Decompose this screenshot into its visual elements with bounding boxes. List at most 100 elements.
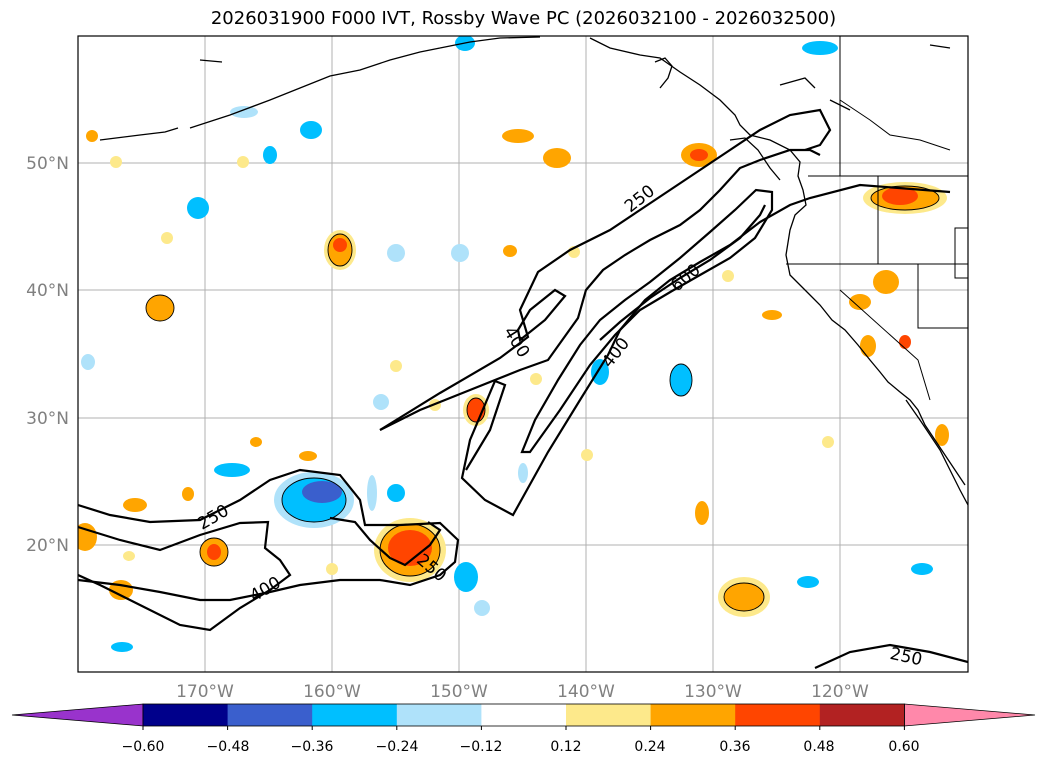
colorbar-bin bbox=[143, 704, 229, 726]
contour-line bbox=[520, 188, 774, 454]
positive-anomaly-region bbox=[530, 373, 542, 385]
negative-anomaly-region bbox=[367, 475, 377, 511]
positive-anomaly-region bbox=[123, 498, 147, 512]
positive-anomaly-region bbox=[109, 580, 133, 600]
colorbar-bin bbox=[312, 704, 398, 726]
positive-anomaly-region bbox=[78, 523, 97, 551]
contour-line bbox=[379, 148, 821, 431]
positive-anomaly-region bbox=[161, 232, 173, 244]
positive-anomaly-region bbox=[123, 551, 135, 561]
positive-anomaly-region bbox=[182, 487, 194, 501]
positive-anomaly-region bbox=[502, 129, 534, 143]
positive-anomaly-region bbox=[146, 295, 174, 321]
negative-anomaly-region bbox=[387, 484, 405, 502]
colorbar-tick-label: 0.12 bbox=[550, 739, 581, 755]
negative-anomaly-region bbox=[214, 463, 250, 477]
positive-anomaly-region bbox=[724, 583, 764, 611]
colorbar-bin bbox=[481, 704, 567, 726]
positive-anomaly-region bbox=[722, 270, 734, 282]
positive-anomaly-region bbox=[207, 544, 221, 560]
positive-anomaly-region bbox=[581, 449, 593, 461]
negative-anomaly-region bbox=[591, 359, 609, 385]
latitude-labels: 50°N 40°N 30°N 20°N bbox=[26, 154, 69, 556]
contour-line bbox=[78, 468, 460, 602]
colorbar-tick-label: 0.48 bbox=[803, 739, 834, 755]
positive-anomaly-region bbox=[388, 530, 432, 566]
positive-anomaly-region bbox=[326, 563, 338, 575]
lat-label: 50°N bbox=[26, 154, 69, 174]
colorbar-bin bbox=[227, 704, 313, 726]
map-title: 2026031900 F000 IVT, Rossby Wave PC (202… bbox=[210, 8, 837, 29]
negative-anomaly-region bbox=[230, 106, 258, 118]
negative-anomaly-region bbox=[81, 354, 95, 370]
negative-anomaly-region bbox=[911, 563, 933, 575]
colorbar-tick-label: −0.12 bbox=[460, 739, 503, 755]
colorbar-bin bbox=[650, 704, 736, 726]
contour-line bbox=[516, 288, 567, 342]
positive-anomaly-region bbox=[333, 238, 347, 252]
lon-label: 130°W bbox=[684, 682, 742, 702]
negative-anomaly-region bbox=[474, 600, 490, 616]
negative-anomaly-region bbox=[670, 364, 692, 396]
colorbar-tick-label: −0.24 bbox=[376, 739, 419, 755]
positive-anomaly-region bbox=[543, 148, 571, 168]
lon-label: 150°W bbox=[430, 682, 488, 702]
colorbar-outline bbox=[142, 703, 905, 727]
negative-anomaly-region bbox=[802, 41, 838, 55]
negative-anomaly-region bbox=[263, 146, 277, 164]
positive-anomaly-region bbox=[390, 360, 402, 372]
negative-anomaly-region bbox=[387, 244, 405, 262]
lat-label: 20°N bbox=[26, 536, 69, 556]
positive-anomaly-region bbox=[822, 436, 834, 448]
contour-line bbox=[329, 516, 442, 567]
contour-line bbox=[814, 643, 968, 670]
colorbar-ticks: −0.60 −0.48 −0.36 −0.24 −0.12 0.12 0.24 … bbox=[122, 739, 920, 755]
lat-label: 30°N bbox=[26, 409, 69, 429]
positive-anomaly-region bbox=[935, 424, 949, 446]
positive-anomaly-region bbox=[762, 310, 782, 320]
positive-anomaly-region bbox=[86, 130, 98, 142]
colorbar-tick-label: 0.24 bbox=[634, 739, 665, 755]
colorbar-bin bbox=[735, 704, 821, 726]
anomaly-outlines bbox=[145, 185, 940, 612]
negative-anomaly-region bbox=[187, 197, 209, 219]
plot-border bbox=[77, 35, 969, 673]
colorbar-extend-low bbox=[11, 703, 144, 727]
positive-anomaly-region bbox=[882, 187, 918, 205]
lon-label: 160°W bbox=[303, 682, 361, 702]
positive-anomaly-region bbox=[899, 335, 911, 349]
positive-anomaly-region bbox=[503, 245, 517, 257]
negative-anomaly-region bbox=[302, 481, 342, 503]
contour-line bbox=[78, 520, 292, 632]
positive-anomaly-region bbox=[695, 501, 709, 525]
colorbar-bin bbox=[566, 704, 652, 726]
colorbar-extend-high bbox=[904, 703, 1036, 727]
positive-anomaly-region bbox=[110, 156, 122, 168]
positive-anomaly-region bbox=[690, 149, 708, 161]
contour-line bbox=[599, 204, 766, 341]
positive-anomaly-region bbox=[873, 270, 899, 294]
lon-label: 170°W bbox=[176, 682, 234, 702]
colorbar-tick-label: −0.48 bbox=[207, 739, 250, 755]
contour-line bbox=[460, 183, 951, 517]
lon-label: 140°W bbox=[557, 682, 615, 702]
negative-anomaly-region bbox=[797, 576, 819, 588]
negative-anomaly-region bbox=[518, 463, 528, 483]
contour-line bbox=[379, 108, 832, 431]
colorbar-bin bbox=[819, 704, 905, 726]
negative-anomaly-region bbox=[451, 244, 469, 262]
positive-anomaly-region bbox=[250, 437, 262, 447]
colorbar-bin bbox=[396, 704, 482, 726]
positive-anomaly-region bbox=[299, 451, 317, 461]
negative-anomaly-region bbox=[373, 394, 389, 410]
ivt-contours bbox=[78, 108, 968, 670]
negative-anomaly-region bbox=[454, 562, 478, 592]
coastline bbox=[99, 36, 968, 506]
colorbar-tick-label: −0.60 bbox=[122, 739, 165, 755]
colorbar-tick-label: 0.60 bbox=[888, 739, 919, 755]
positive-anomaly-region bbox=[237, 156, 249, 168]
positive-anomaly-region bbox=[860, 335, 876, 357]
colorbar-tick-label: 0.36 bbox=[719, 739, 750, 755]
colorbar-tick-label: −0.36 bbox=[291, 739, 334, 755]
